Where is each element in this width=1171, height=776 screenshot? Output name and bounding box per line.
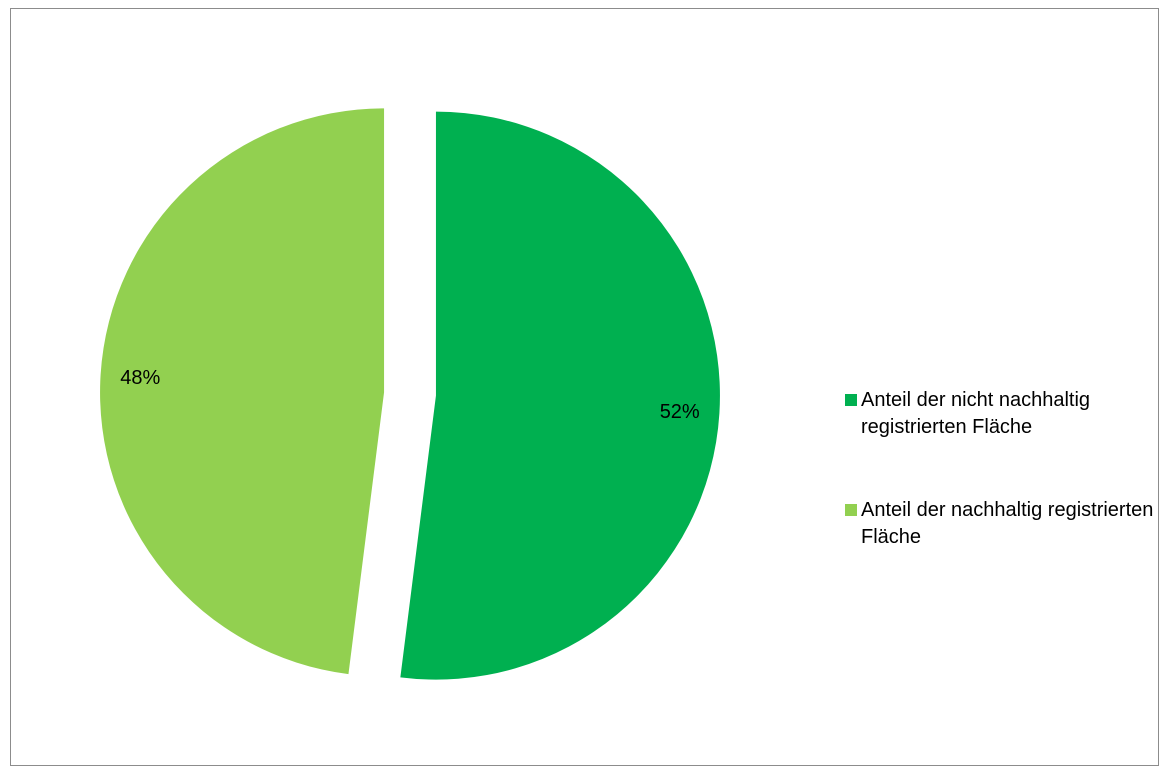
legend-swatch-sustainable	[845, 504, 857, 516]
pie-label-non-sustainable: 52%	[660, 401, 700, 423]
pie-chart: 52% 48%	[100, 108, 720, 680]
chart-frame: 52% 48% Anteil der nicht nachhaltig regis…	[10, 8, 1159, 766]
pie-slice-non-sustainable	[400, 111, 720, 680]
pie-slice-sustainable	[100, 108, 385, 675]
legend-item-non-sustainable: Anteil der nicht nachhaltig registrierte…	[841, 387, 1161, 441]
legend-swatch-non-sustainable	[845, 394, 857, 406]
legend: Anteil der nicht nachhaltig registrierte…	[841, 387, 1161, 607]
legend-item-sustainable: Anteil der nachhaltig registrierten Fläc…	[841, 497, 1161, 551]
pie-label-sustainable: 48%	[120, 367, 160, 389]
legend-label-sustainable: Anteil der nachhaltig registrierten Fläc…	[861, 499, 1154, 548]
legend-label-non-sustainable: Anteil der nicht nachhaltig registrierte…	[861, 389, 1091, 438]
